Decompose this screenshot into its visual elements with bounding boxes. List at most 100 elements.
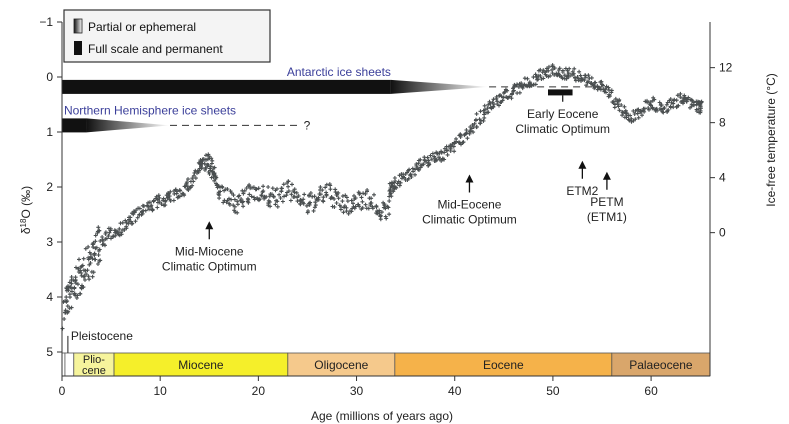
data-point — [440, 156, 445, 161]
legend-label-solid: Full scale and permanent — [88, 42, 223, 56]
data-point — [78, 291, 83, 296]
epoch-segment — [64, 352, 75, 377]
data-point — [219, 184, 224, 189]
data-point — [397, 183, 402, 188]
data-point — [273, 202, 278, 207]
data-point — [657, 100, 662, 105]
data-point — [119, 230, 124, 235]
data-point — [278, 196, 283, 200]
data-point — [572, 76, 577, 80]
data-point — [676, 103, 681, 108]
data-point — [77, 257, 81, 262]
data-point — [369, 196, 374, 201]
x-axis-title: Age (millions of years ago) — [311, 409, 453, 423]
data-point — [552, 66, 557, 71]
data-point — [668, 97, 673, 102]
data-point — [346, 211, 351, 216]
data-point — [407, 167, 412, 172]
data-point — [62, 317, 67, 321]
data-point — [580, 77, 585, 82]
data-point — [324, 182, 329, 187]
data-point — [177, 188, 182, 193]
data-point — [406, 176, 411, 181]
data-point — [275, 186, 279, 191]
data-point — [103, 230, 108, 235]
data-point — [454, 136, 458, 141]
legend: Partial or ephemeral Full scale and perm… — [63, 9, 271, 63]
data-point — [213, 176, 218, 181]
data-point — [349, 209, 354, 214]
data-point — [98, 258, 103, 263]
data-point — [613, 96, 618, 101]
data-point — [123, 218, 128, 223]
data-point — [491, 104, 496, 109]
data-point — [474, 111, 479, 116]
data-point — [238, 198, 243, 203]
data-point — [296, 194, 301, 198]
data-point — [426, 163, 431, 168]
data-point — [210, 158, 215, 163]
data-point — [290, 182, 294, 187]
data-point — [429, 157, 434, 162]
data-point — [413, 172, 417, 177]
data-point — [282, 194, 286, 199]
data-point — [271, 194, 276, 199]
data-point — [482, 115, 487, 120]
ice-sheet-question-mark: ? — [304, 118, 311, 132]
data-point — [97, 228, 102, 233]
data-point — [91, 270, 96, 275]
epoch-bar: Plio-cene Miocene Oligocene Eocene Palaeocen… — [61, 352, 711, 377]
data-point — [519, 81, 524, 86]
data-point — [268, 204, 273, 209]
data-point — [66, 309, 71, 314]
legend-label-partial: Partial or ephemeral — [88, 20, 196, 34]
data-point — [262, 195, 267, 200]
data-point — [375, 209, 379, 214]
data-point — [361, 191, 366, 196]
data-point — [81, 274, 86, 279]
data-point — [557, 73, 562, 78]
data-point — [128, 215, 133, 220]
data-point — [387, 199, 392, 203]
data-point — [584, 83, 589, 88]
data-point — [87, 250, 92, 255]
data-point — [76, 266, 81, 271]
annotation-label: Early Eocene — [527, 107, 599, 121]
epoch-label: Plio- — [83, 354, 105, 366]
data-point — [69, 281, 74, 286]
data-point — [316, 197, 321, 202]
data-point — [203, 168, 207, 172]
data-point — [425, 155, 430, 160]
data-point — [541, 68, 546, 73]
data-point — [398, 180, 403, 185]
data-point — [324, 192, 329, 197]
data-point — [534, 74, 539, 79]
data-point — [369, 200, 374, 205]
data-point — [585, 80, 590, 85]
data-point — [72, 286, 77, 291]
data-point — [307, 202, 312, 207]
data-point — [66, 284, 70, 289]
data-point — [410, 166, 415, 171]
data-point — [308, 191, 313, 195]
data-point — [642, 109, 647, 114]
data-point — [607, 94, 612, 99]
data-point — [428, 153, 433, 158]
y-tick-label: 2 — [46, 180, 53, 194]
data-point — [173, 188, 178, 193]
data-point — [229, 197, 234, 202]
data-point — [460, 140, 465, 145]
data-point — [485, 106, 490, 111]
data-point — [261, 184, 266, 189]
legend-swatch-partial — [73, 18, 83, 34]
data-point — [190, 183, 195, 188]
data-point — [694, 109, 699, 114]
data-point — [87, 262, 92, 267]
data-point — [675, 93, 680, 98]
data-point — [208, 164, 213, 169]
data-point — [241, 204, 246, 209]
data-point — [510, 91, 515, 96]
data-point — [533, 72, 538, 77]
